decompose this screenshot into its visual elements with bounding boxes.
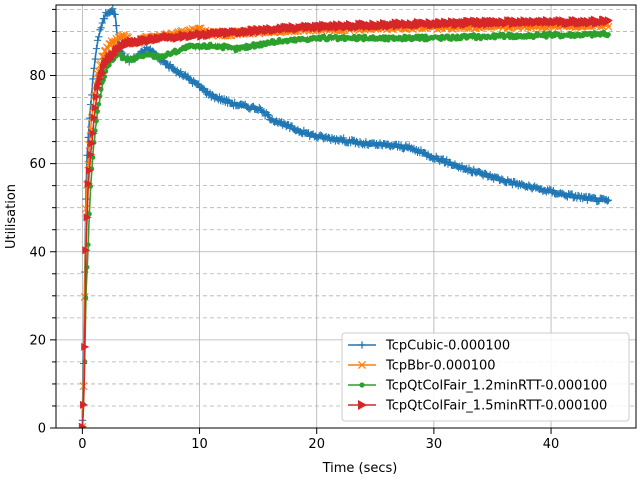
data-point: [98, 19, 106, 27]
y-tick-label: 40: [29, 245, 46, 260]
legend-item: TcpCubic-0.000100: [348, 339, 510, 354]
data-point: [86, 211, 92, 217]
x-tick-label: 30: [426, 437, 443, 452]
data-point: [81, 342, 90, 351]
data-point: [84, 179, 93, 188]
data-point: [166, 60, 174, 69]
data-point: [95, 109, 100, 114]
data-point: [220, 46, 226, 52]
y-tick-label: 80: [29, 69, 46, 84]
legend-item: TcpQtColFair_1.2minRTT-0.000100: [348, 379, 607, 394]
data-point: [481, 169, 490, 177]
data-point: [604, 16, 613, 25]
y-tick-label: 60: [29, 157, 46, 172]
data-point: [107, 37, 116, 46]
axes-frame: [55, 4, 637, 429]
series-3: [80, 29, 611, 428]
series-4: [78, 15, 613, 428]
data-point: [96, 101, 102, 107]
legend-marker: [358, 341, 366, 349]
data-point: [93, 36, 102, 44]
data-point: [85, 242, 91, 248]
data-point: [81, 204, 90, 213]
data-point: [90, 113, 99, 122]
x-axis-label: Time (secs): [322, 461, 398, 476]
legend-label: TcpQtColFair_1.2minRTT-0.000100: [385, 379, 607, 394]
legend-item: TcpQtColFair_1.5minRTT-0.000100: [348, 399, 607, 414]
data-point: [83, 213, 92, 222]
data-point: [94, 118, 99, 124]
legend-label: TcpQtColFair_1.5minRTT-0.000100: [385, 399, 607, 414]
data-point: [85, 166, 94, 175]
data-point: [91, 103, 100, 112]
data-point: [606, 32, 611, 37]
data-point: [80, 400, 89, 409]
data-point: [101, 15, 109, 23]
data-point: [92, 45, 101, 53]
data-point: [87, 150, 96, 159]
data-point: [186, 75, 194, 83]
legend-label: TcpCubic-0.000100: [385, 339, 510, 354]
y-axis-label: Utilisation: [4, 184, 19, 249]
data-point: [112, 21, 120, 30]
x-tick-label: 20: [308, 437, 325, 452]
data-point: [97, 24, 105, 32]
x-tick-label: 40: [543, 437, 560, 452]
data-point: [98, 68, 107, 77]
y-tick-label: 20: [29, 333, 46, 348]
data-point: [92, 92, 101, 101]
data-point: [177, 68, 185, 76]
y-tick-label: 0: [38, 422, 46, 437]
data-point: [194, 80, 202, 88]
legend-marker: [359, 382, 365, 388]
data-point: [603, 197, 611, 205]
x-tick-label: 10: [191, 437, 208, 452]
data-point: [604, 196, 613, 204]
data-point: [170, 65, 178, 73]
data-point: [199, 84, 207, 93]
data-point: [439, 155, 447, 163]
data-point: [82, 246, 91, 255]
data-point: [340, 134, 348, 142]
data-point: [88, 139, 97, 148]
series-layer: [78, 5, 613, 428]
data-point: [91, 55, 99, 63]
x-tick-label: 0: [78, 437, 86, 452]
legend-box: [341, 332, 630, 422]
data-point: [109, 5, 117, 13]
legend-label: TcpBbr-0.000100: [385, 359, 496, 374]
legend-item: TcpBbr-0.000100: [348, 359, 496, 374]
data-point: [78, 422, 87, 428]
data-point: [265, 111, 273, 119]
legend: TcpCubic-0.000100 TcpBbr-0.000100 TcpQtCol…: [341, 332, 630, 422]
legend-marker: [357, 360, 367, 370]
legend-marker: [358, 400, 367, 410]
data-point: [111, 10, 119, 19]
data-point: [95, 33, 103, 41]
data-point: [89, 129, 98, 138]
data-point: [280, 119, 288, 127]
